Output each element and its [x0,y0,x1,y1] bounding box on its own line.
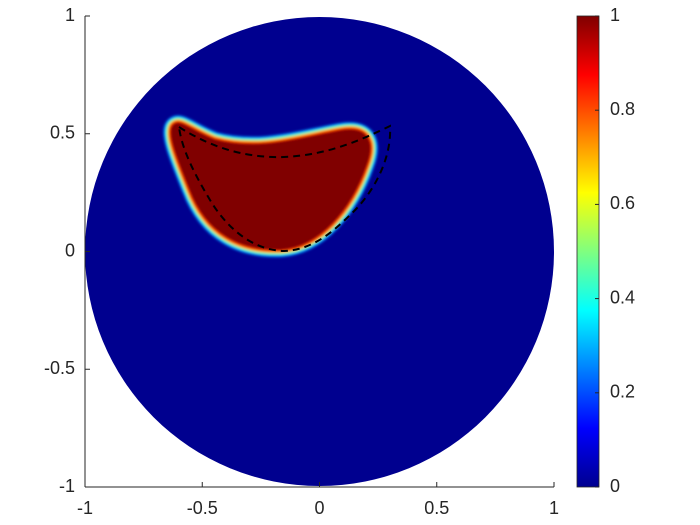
colorbar-tick-label: 0.2 [610,382,635,402]
x-tick-label: -0.5 [187,498,218,518]
x-tick-label: 0.5 [424,498,449,518]
colorbar-tick-label: 0.4 [610,287,635,307]
colorbar [576,15,600,488]
x-tick-label: 1 [549,498,559,518]
y-tick-label: 1 [65,5,75,25]
field [85,17,554,486]
colorbar-tick-label: 0 [610,476,620,496]
true-boundary [177,124,392,253]
y-tick-label: -1 [59,476,75,496]
y-tick-label: 0.5 [50,123,75,143]
y-tick-label: -0.5 [44,358,75,378]
colorbar-tick-label: 0.8 [610,99,635,119]
region [163,115,378,258]
colorbar-tick-label: 1 [610,5,620,25]
domain-disk [85,17,554,486]
colorbar-tick-label: 0.6 [610,193,635,213]
x-tick-label: -1 [77,498,93,518]
y-tick-label: 0 [65,240,75,260]
x-tick-label: 0 [314,498,324,518]
